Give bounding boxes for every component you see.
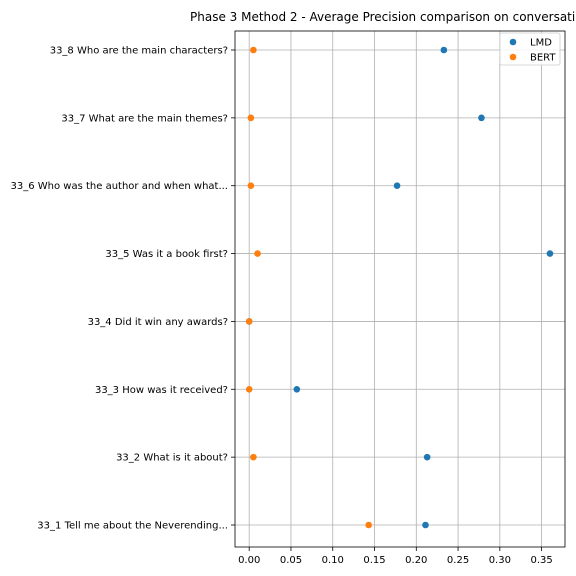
y-tick-label: 33_5 Was it a book first? [105, 249, 228, 260]
point-bert [365, 521, 372, 529]
point-lmd [440, 46, 448, 54]
legend-marker-lmd [509, 38, 517, 46]
y-tick-label: 33_6 Who was the author and when what... [11, 181, 229, 192]
point-bert [245, 318, 253, 325]
x-tick-label: 0.15 [363, 555, 385, 566]
x-tick-label: 0.35 [530, 555, 552, 566]
point-lmd [546, 250, 554, 257]
point-bert [250, 453, 257, 461]
y-tick-label: 33_2 What is it about? [116, 453, 228, 464]
x-tick-label: 0.00 [238, 555, 260, 566]
point-lmd [422, 521, 429, 529]
legend-label: LMD [530, 38, 552, 49]
point-lmd [393, 182, 401, 190]
legend-marker-bert [509, 53, 517, 61]
chart-title: Phase 3 Method 2 - Average Precision com… [190, 10, 575, 24]
x-tick-label: 0.30 [489, 555, 511, 566]
x-tick-label: 0.05 [280, 555, 302, 566]
y-tick-label: 33_3 How was it received? [95, 385, 228, 396]
data-points [245, 46, 554, 529]
point-bert [247, 114, 255, 122]
y-tick-label: 33_4 Did it win any awards? [88, 317, 228, 328]
legend-label: BERT [530, 53, 556, 64]
point-bert [245, 385, 253, 393]
y-tick-label: 33_7 What are the main themes? [61, 113, 228, 124]
point-lmd [423, 453, 431, 461]
axes: 0.00 0.05 0.10 0.15 0.20 0.25 0.30 0.35 33_1 Tel… [11, 30, 566, 566]
plot-frame [234, 30, 566, 548]
x-tick-label: 0.25 [447, 555, 469, 566]
y-tick-label: 33_8 Who are the main characters? [50, 46, 228, 57]
point-lmd [478, 114, 485, 122]
y-tick-label: 33_1 Tell me about the Neverending... [37, 521, 228, 532]
legend: LMD BERT [499, 32, 561, 66]
point-bert [250, 46, 257, 54]
point-bert [247, 182, 255, 190]
point-lmd [293, 385, 301, 393]
point-bert [254, 250, 261, 257]
x-tick-label: 0.20 [405, 555, 427, 566]
x-tick-label: 0.10 [322, 555, 344, 566]
